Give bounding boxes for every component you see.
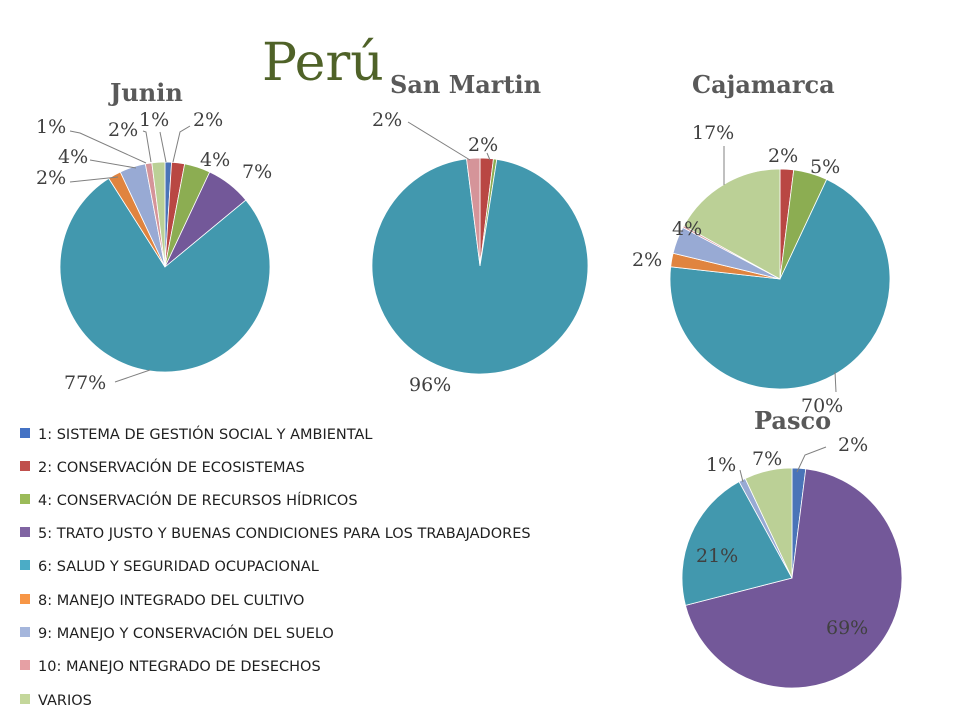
data-label-cajamarca-4: 5%: [810, 156, 840, 178]
pie-slice-6: [371, 158, 589, 375]
legend-swatch: [20, 627, 30, 637]
leader-line: [69, 176, 119, 183]
pie-junin: [59, 161, 271, 373]
legend-label: 8: MANEJO INTEGRADO DEL CULTIVO: [38, 593, 304, 609]
leader-line: [69, 130, 147, 164]
leader-lines: [69, 121, 837, 483]
data-label-pasco-5: 69%: [826, 617, 868, 639]
data-label-pasco-1: 2%: [838, 434, 868, 456]
page-title: Perú: [262, 33, 384, 93]
data-label-junin-varios: 2%: [108, 119, 138, 141]
legend-swatch: [20, 660, 30, 670]
legend-label: 10: MANEJO NTEGRADO DE DESECHOS: [38, 659, 321, 675]
data-label-junin-9: 4%: [58, 146, 88, 168]
pie-pasco: [681, 467, 903, 689]
legend-label: VARIOS: [38, 693, 92, 709]
data-label-cajamarca-9: 4%: [672, 218, 702, 240]
legend-label: 1: SISTEMA DE GESTIÓN SOCIAL Y AMBIENTAL: [38, 425, 372, 443]
legend-label: 6: SALUD Y SEGURIDAD OCUPACIONAL: [38, 559, 319, 575]
legend-label: 9: MANEJO Y CONSERVACIÓN DEL SUELO: [38, 624, 334, 642]
data-label-junin-8: 2%: [36, 167, 66, 189]
leader-line: [796, 446, 827, 473]
data-label-cajamarca-varios: 17%: [692, 122, 734, 144]
leader-line: [486, 152, 491, 161]
legend: 1: SISTEMA DE GESTIÓN SOCIAL Y AMBIENTAL…: [20, 425, 531, 709]
chart-title-pasco: Pasco: [754, 406, 831, 435]
leader-line: [142, 130, 152, 163]
leader-line: [739, 469, 744, 483]
pie-slice-5: [684, 468, 903, 689]
data-label-pasco-6: 21%: [696, 545, 738, 567]
data-label-pasco-9: 1%: [706, 454, 736, 476]
leader-line: [89, 159, 137, 169]
legend-swatch: [20, 494, 30, 504]
legend-swatch: [20, 560, 30, 570]
data-label-cajamarca-6: 70%: [801, 395, 843, 417]
pie-slice-varios: [151, 161, 166, 268]
pie-slice-6: [681, 481, 793, 606]
data-label-san-martin-10: 2%: [372, 109, 402, 131]
pie-slice-6: [669, 178, 891, 390]
data-label-junin-2: 2%: [193, 109, 223, 131]
legend-label: 2: CONSERVACIÓN DE ECOSISTEMAS: [38, 458, 305, 476]
data-label-junin-6: 77%: [64, 372, 106, 394]
data-label-pasco-varios: 7%: [752, 448, 782, 470]
chart-title-junin: Junin: [108, 78, 183, 107]
legend-swatch: [20, 428, 30, 438]
chart-title-san-martin: San Martin: [390, 70, 541, 99]
data-label-san-martin-6: 96%: [409, 374, 451, 396]
data-label-cajamarca-2: 2%: [768, 145, 798, 167]
data-label-junin-4: 4%: [200, 149, 230, 171]
leader-line: [407, 121, 471, 161]
pie-san-martin: [371, 157, 589, 375]
legend-swatch: [20, 527, 30, 537]
data-label-san-martin-2: 2%: [468, 134, 498, 156]
data-label-junin-5: 7%: [242, 161, 272, 183]
data-label-junin-1: 1%: [139, 109, 169, 131]
leader-line: [114, 369, 151, 383]
leader-line: [834, 371, 837, 393]
legend-label: 5: TRATO JUSTO Y BUENAS CONDICIONES PARA…: [38, 526, 531, 542]
pie-slice-varios: [744, 467, 793, 579]
chart-title-cajamarca: Cajamarca: [692, 70, 835, 99]
legend-swatch: [20, 461, 30, 471]
pie-cajamarca: [669, 168, 891, 390]
legend-swatch: [20, 594, 30, 604]
leader-line: [172, 125, 191, 163]
data-label-cajamarca-8: 2%: [632, 249, 662, 271]
legend-label: 4: CONSERVACIÓN DE RECURSOS HÍDRICOS: [38, 491, 358, 509]
pie-slice-10: [466, 157, 481, 267]
legend-swatch: [20, 694, 30, 704]
data-label-junin-10: 1%: [36, 116, 66, 138]
leader-line: [159, 131, 167, 163]
